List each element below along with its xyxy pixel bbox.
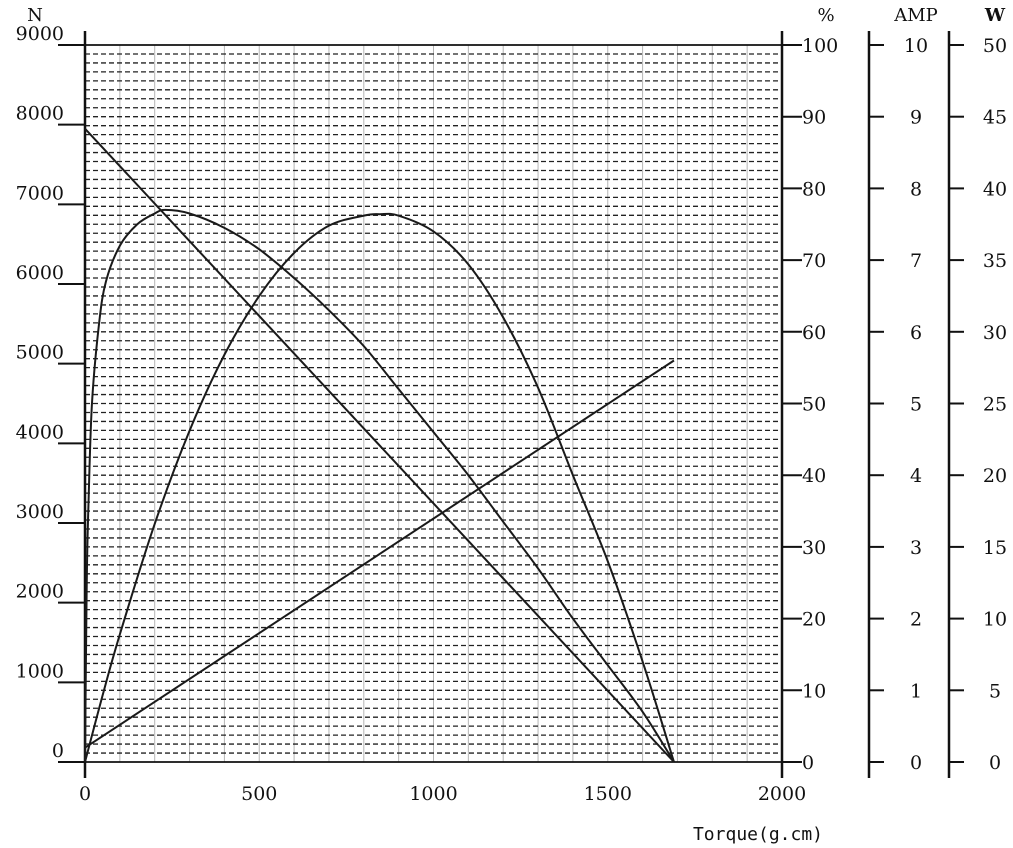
n-axis-tick-label: 5000 [16, 342, 64, 364]
n-axis-tick-label: 7000 [16, 182, 64, 204]
n-axis-tick-label: 4000 [16, 421, 64, 443]
n-axis-tick-label: 8000 [16, 103, 64, 125]
w-axis-tick-label: 10 [983, 609, 1007, 631]
pct-axis-tick-label: 60 [802, 322, 826, 344]
amp-axis-tick-label: 7 [910, 250, 922, 272]
w-series-line [84, 212, 675, 763]
amp-axis-tick-label: 1 [910, 680, 922, 702]
n-axis-tick-label: 1000 [16, 660, 64, 682]
amp-axis-tick-label: 10 [904, 35, 928, 57]
w-axis-tick-label: 15 [983, 537, 1007, 559]
amp-axis-tick-label: 0 [910, 752, 922, 774]
x-axis-tick-label: 1500 [584, 783, 632, 805]
w-axis-tick-label: 30 [983, 322, 1007, 344]
n-axis-title: N [27, 5, 43, 26]
amp-axis-tick-label: 2 [910, 609, 922, 631]
w-axis-tick-label: 0 [989, 752, 1001, 774]
w-axis-tick-label: 25 [983, 394, 1007, 416]
pct-axis-tick-label: 30 [802, 537, 826, 559]
amp-axis-tick-label: 9 [910, 107, 922, 129]
amp-axis-tick-label: 4 [910, 465, 922, 487]
amp-series-line [84, 359, 675, 749]
n-series-line [84, 127, 675, 763]
amp-axis-tick-label: 5 [910, 394, 922, 416]
n-axis-tick-label: 9000 [16, 23, 64, 45]
pct-axis-tick-label: 10 [802, 680, 826, 702]
w-axis-tick-label: 20 [983, 465, 1007, 487]
x-axis-tick-label: 2000 [758, 783, 806, 805]
pct-axis-tick-label: 50 [802, 394, 826, 416]
n-axis-tick-label: 6000 [16, 262, 64, 284]
x-axis-title: Torque(g.cm) [693, 824, 823, 845]
n-axis-tick-label: 3000 [16, 501, 64, 523]
pct-axis-tick-label: 0 [802, 752, 814, 774]
pct-axis-tick-label: 40 [802, 465, 826, 487]
pct-axis-tick-label: 90 [802, 107, 826, 129]
w-axis-title: W [984, 5, 1006, 26]
w-axis-tick-label: 35 [983, 250, 1007, 272]
amp-axis-tick-label: 3 [910, 537, 922, 559]
pct-axis-tick-label: 100 [802, 35, 838, 57]
pct-axis-tick-label: 20 [802, 609, 826, 631]
w-axis-tick-label: 50 [983, 35, 1007, 57]
w-axis-tick-label: 45 [983, 107, 1007, 129]
pct-axis-tick-label: 70 [802, 250, 826, 272]
pct-axis-title: % [817, 5, 834, 26]
x-axis-tick-label: 1000 [409, 783, 457, 805]
pct-series-line [84, 208, 675, 763]
pct-axis-tick-label: 80 [802, 178, 826, 200]
w-axis-tick-label: 5 [989, 680, 1001, 702]
x-axis-tick-label: 500 [241, 783, 277, 805]
w-axis-tick-label: 40 [983, 178, 1007, 200]
x-axis-tick-label: 0 [79, 783, 91, 805]
n-axis-tick-label: 0 [52, 740, 64, 762]
amp-axis-tick-label: 6 [910, 322, 922, 344]
amp-axis-title: AMP [893, 5, 938, 26]
amp-axis-tick-label: 8 [910, 178, 922, 200]
n-axis-tick-label: 2000 [16, 581, 64, 603]
